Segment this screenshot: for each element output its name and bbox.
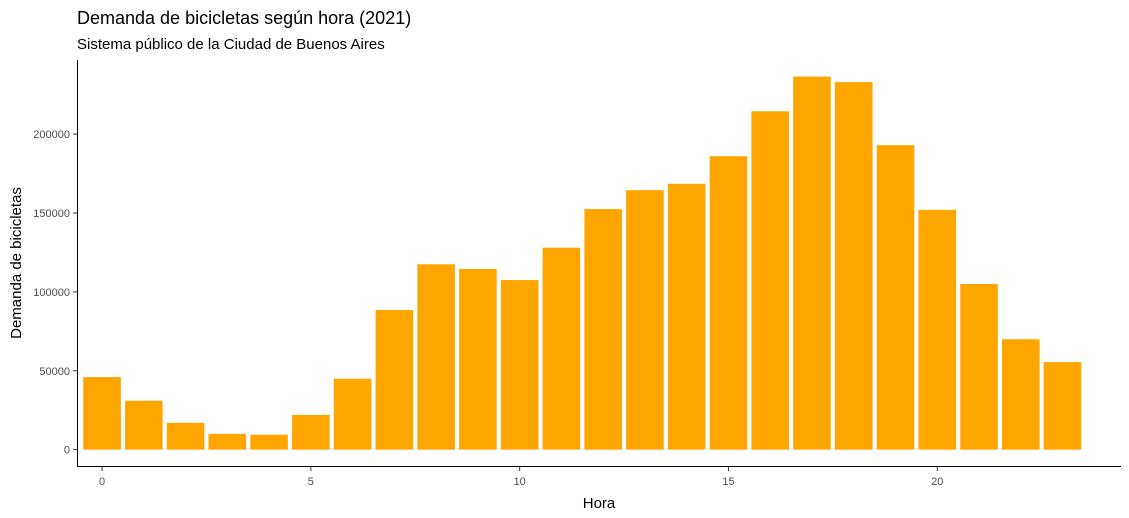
- bar-hour-21: [960, 284, 998, 450]
- bar-hour-22: [1001, 339, 1040, 450]
- bar-hour-7: [375, 310, 414, 450]
- bar-hour-19: [876, 145, 915, 450]
- y-tick-label: 0: [64, 445, 70, 457]
- y-ticks-group: 0 50000 100000 150000 200000: [33, 129, 77, 457]
- bar-hour-23: [1043, 362, 1082, 450]
- bar-hour-12: [584, 209, 622, 450]
- bar-hour-10: [500, 280, 539, 450]
- y-tick-label: 50000: [39, 366, 70, 378]
- bar-hour-16: [751, 111, 789, 450]
- bars-group: [83, 76, 1082, 450]
- x-ticks-group: 0 5 10 15 20: [99, 467, 943, 488]
- chart-title: Demanda de bicicletas según hora (2021): [77, 8, 411, 28]
- bar-hour-6: [333, 378, 372, 450]
- y-tick-label: 100000: [33, 287, 70, 299]
- x-tick-label: 15: [722, 476, 734, 488]
- bar-hour-1: [125, 400, 163, 450]
- x-tick-label: 0: [99, 476, 105, 488]
- bar-hour-8: [417, 264, 455, 450]
- bar-hour-14: [667, 183, 706, 450]
- bar-hour-2: [166, 422, 205, 450]
- bar-hour-20: [918, 209, 957, 450]
- bar-hour-11: [542, 247, 581, 450]
- x-tick-label: 20: [931, 476, 943, 488]
- y-axis-title: Demanda de bicicletas: [8, 187, 25, 339]
- x-axis-title: Hora: [583, 495, 616, 512]
- chart-subtitle: Sistema público de la Ciudad de Buenos A…: [77, 36, 385, 53]
- bar-hour-13: [626, 190, 664, 450]
- bar-hour-18: [834, 82, 873, 450]
- x-tick-label: 5: [308, 476, 314, 488]
- bar-hour-4: [250, 434, 288, 450]
- bar-hour-0: [83, 377, 121, 450]
- y-tick-label: 200000: [33, 129, 70, 141]
- bar-hour-15: [709, 156, 748, 450]
- bar-hour-3: [208, 433, 247, 450]
- bar-hour-17: [793, 76, 831, 450]
- y-tick-label: 150000: [33, 208, 70, 220]
- bar-hour-5: [292, 414, 330, 450]
- bar-hour-9: [459, 269, 497, 450]
- x-tick-label: 10: [514, 476, 526, 488]
